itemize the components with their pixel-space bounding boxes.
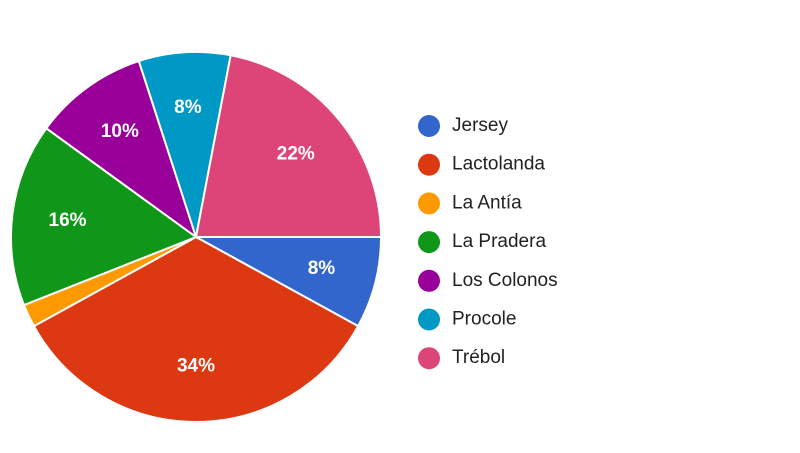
- legend-swatch: [418, 269, 440, 292]
- legend-label: Jersey: [452, 115, 508, 136]
- value-label: 10%: [101, 121, 139, 142]
- value-label: 22%: [277, 143, 315, 164]
- pie-slice: [194, 54, 383, 238]
- legend-label: Trébol: [452, 347, 505, 368]
- legend-label: Lactolanda: [452, 154, 545, 175]
- legend-label: Los Colonos: [452, 270, 558, 291]
- legend-swatch: [418, 308, 440, 331]
- legend-swatch: [418, 153, 440, 176]
- pie-slice: [137, 51, 232, 238]
- pie-slice: [44, 59, 198, 240]
- pie-slice: [10, 126, 199, 307]
- legend-swatch: [418, 347, 440, 370]
- pie-slice: [195, 236, 383, 328]
- legend-label: La Pradera: [452, 231, 546, 252]
- value-label: 8%: [174, 97, 202, 118]
- legend-swatch: [418, 231, 440, 254]
- value-label: 34%: [177, 356, 215, 377]
- pie-slice: [32, 235, 360, 423]
- legend-swatch: [418, 115, 440, 137]
- value-label: 8%: [308, 258, 336, 279]
- legend-swatch: [418, 192, 440, 215]
- value-label: 16%: [49, 210, 87, 231]
- legend-label: La Antía: [452, 192, 522, 213]
- legend-label: Procole: [452, 309, 516, 330]
